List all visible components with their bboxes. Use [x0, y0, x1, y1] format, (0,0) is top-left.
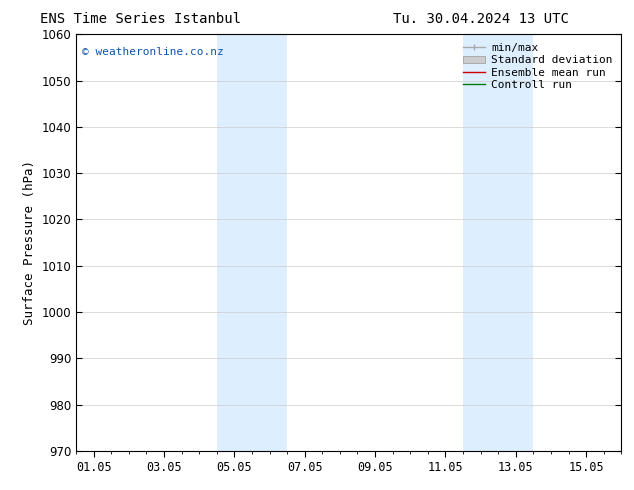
Legend: min/max, Standard deviation, Ensemble mean run, Controll run: min/max, Standard deviation, Ensemble me… — [460, 40, 616, 93]
Text: ENS Time Series Istanbul: ENS Time Series Istanbul — [40, 12, 241, 26]
Text: Tu. 30.04.2024 13 UTC: Tu. 30.04.2024 13 UTC — [393, 12, 569, 26]
Bar — [463, 34, 533, 451]
Text: © weatheronline.co.nz: © weatheronline.co.nz — [82, 47, 223, 57]
Bar — [217, 34, 287, 451]
Y-axis label: Surface Pressure (hPa): Surface Pressure (hPa) — [23, 160, 36, 325]
